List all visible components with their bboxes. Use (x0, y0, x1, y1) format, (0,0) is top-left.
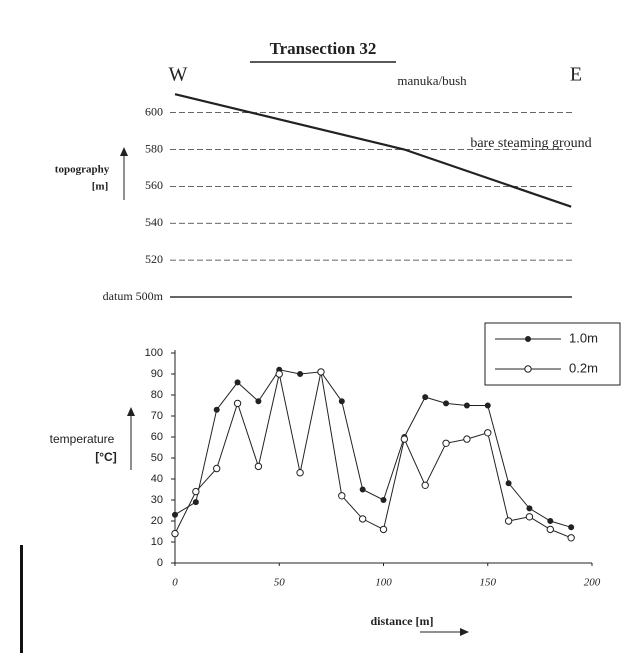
data-point (173, 512, 178, 517)
data-point (569, 525, 574, 530)
east-label: E (570, 64, 582, 86)
x-tick-label: 150 (480, 577, 497, 589)
y-tick-label: 100 (145, 347, 163, 359)
y-tick-label: 50 (151, 452, 163, 464)
data-point (359, 516, 365, 522)
data-point (235, 380, 240, 385)
y-tick-label: 520 (145, 252, 163, 266)
ground-label: bare steaming ground (470, 136, 591, 151)
data-point (256, 399, 261, 404)
data-point (193, 500, 198, 505)
data-point (234, 400, 240, 406)
data-point (464, 403, 469, 408)
x-axis-label: distance [m] (371, 614, 434, 628)
vegetation-label: manuka/bush (397, 73, 467, 88)
y-tick-label: 60 (151, 431, 163, 443)
data-point (527, 506, 532, 511)
legend-marker (525, 366, 531, 372)
y-axis-label: [m] (92, 181, 109, 193)
y-tick-label: 560 (145, 178, 163, 192)
x-tick-label: 200 (584, 577, 601, 589)
y-tick-label: 90 (151, 368, 163, 380)
data-point (339, 399, 344, 404)
data-point (380, 526, 386, 532)
data-point (276, 371, 282, 377)
data-point (172, 530, 178, 536)
data-point (485, 403, 490, 408)
figure: Transection 32 W E manuka/bush bare stea… (0, 0, 635, 658)
data-point (568, 535, 574, 541)
data-point (505, 518, 511, 524)
scan-edge (20, 545, 23, 653)
data-point (339, 493, 345, 499)
y-tick-label: 0 (157, 557, 163, 569)
data-point (318, 369, 324, 375)
data-point (547, 526, 553, 532)
data-point (401, 436, 407, 442)
data-point (214, 407, 219, 412)
x-tick-label: 100 (375, 577, 392, 589)
y-tick-label: 10 (151, 536, 163, 548)
legend-marker (526, 337, 531, 342)
chart-title: Transection 32 (270, 39, 377, 58)
y-tick-label: 70 (151, 410, 163, 422)
data-point (548, 519, 553, 524)
data-point (485, 430, 491, 436)
data-point (422, 482, 428, 488)
data-point (255, 463, 261, 469)
y-axis-label: topography (55, 164, 110, 176)
data-point (526, 514, 532, 520)
y-tick-label: 540 (145, 215, 163, 229)
data-point (360, 487, 365, 492)
data-point (214, 465, 220, 471)
x-tick-label: 0 (172, 577, 178, 589)
y-tick-label: datum 500m (103, 289, 164, 303)
data-point (193, 488, 199, 494)
data-point (381, 498, 386, 503)
legend-box (485, 323, 620, 385)
data-point (464, 436, 470, 442)
data-point (297, 470, 303, 476)
x-tick-label: 50 (274, 577, 286, 589)
legend-label: 0.2m (569, 360, 598, 375)
west-label: W (169, 64, 188, 86)
data-point (298, 372, 303, 377)
data-point (423, 395, 428, 400)
y-tick-label: 20 (151, 515, 163, 527)
data-point (443, 440, 449, 446)
data-point (444, 401, 449, 406)
y-axis-label: [°C] (95, 450, 116, 464)
y-axis-label: temperature (50, 432, 115, 446)
legend-label: 1.0m (569, 330, 598, 345)
y-tick-label: 580 (145, 141, 163, 155)
y-tick-label: 80 (151, 389, 163, 401)
y-tick-label: 40 (151, 473, 163, 485)
y-tick-label: 600 (145, 104, 163, 118)
data-point (506, 481, 511, 486)
y-tick-label: 30 (151, 494, 163, 506)
